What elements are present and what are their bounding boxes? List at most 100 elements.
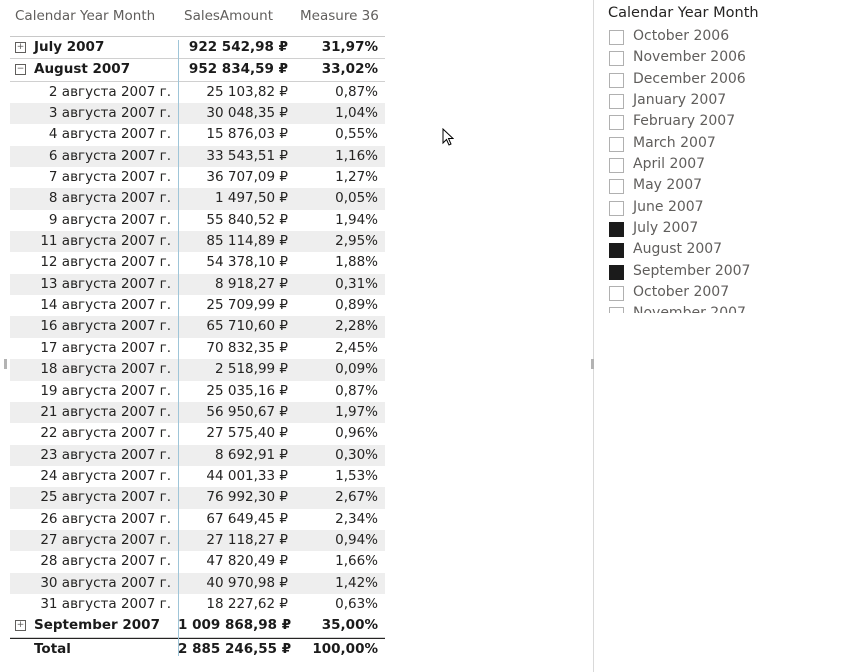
row-label: 31 августа 2007 г. bbox=[40, 595, 171, 612]
row-label: 11 августа 2007 г. bbox=[40, 233, 171, 250]
checkbox-icon[interactable] bbox=[609, 200, 624, 216]
table-row[interactable]: 4 августа 2007 г. 15 876,03 ₽ 0,55% bbox=[10, 124, 385, 145]
table-row[interactable]: 28 августа 2007 г. 47 820,49 ₽ 1,66% bbox=[10, 551, 385, 572]
slicer-item[interactable]: August 2007 bbox=[608, 240, 808, 261]
table-row[interactable]: 9 августа 2007 г. 55 840,52 ₽ 1,94% bbox=[10, 210, 385, 231]
table-row[interactable]: 31 августа 2007 г. 18 227,62 ₽ 0,63% bbox=[10, 594, 385, 615]
matrix-body: + July 2007 922 542,98 ₽ 31,97% − August 2007… bbox=[10, 37, 385, 660]
table-row[interactable]: 8 августа 2007 г. 1 497,50 ₽ 0,05% bbox=[10, 188, 385, 210]
row-label: 12 августа 2007 г. bbox=[40, 254, 171, 271]
table-row[interactable]: 22 августа 2007 г. 27 575,40 ₽ 0,96% bbox=[10, 423, 385, 444]
slicer-item[interactable]: November 2007 bbox=[608, 304, 808, 313]
checkbox-checked-icon[interactable] bbox=[609, 222, 624, 238]
measure-36-cell: 1,16% bbox=[335, 147, 378, 164]
table-row[interactable]: 24 августа 2007 г. 44 001,33 ₽ 1,53% bbox=[10, 466, 385, 487]
group-row[interactable]: − August 2007 952 834,59 ₽ 33,02% bbox=[10, 59, 385, 82]
slicer-item-label: January 2007 bbox=[633, 92, 727, 109]
slicer-item[interactable]: September 2007 bbox=[608, 262, 808, 283]
table-row[interactable]: 16 августа 2007 г. 65 710,60 ₽ 2,28% bbox=[10, 316, 385, 338]
table-row[interactable]: 23 августа 2007 г. 8 692,91 ₽ 0,30% bbox=[10, 444, 385, 466]
checkbox-icon[interactable] bbox=[609, 286, 624, 302]
slicer-item[interactable]: October 2006 bbox=[608, 27, 808, 48]
expand-icon[interactable]: + bbox=[15, 42, 26, 53]
group-row[interactable]: + September 2007 1 009 868,98 ₽ 35,00% bbox=[10, 615, 385, 638]
measure-36-cell: 1,88% bbox=[335, 254, 378, 271]
measure-36-cell: 0,89% bbox=[335, 297, 378, 314]
checkbox-icon[interactable] bbox=[609, 30, 624, 45]
slicer-item[interactable]: October 2007 bbox=[608, 283, 808, 304]
checkbox-icon[interactable] bbox=[609, 179, 624, 195]
table-row[interactable]: 7 августа 2007 г. 36 707,09 ₽ 1,27% bbox=[10, 167, 385, 188]
table-row[interactable]: 12 августа 2007 г. 54 378,10 ₽ 1,88% bbox=[10, 252, 385, 273]
table-row[interactable]: 25 августа 2007 г. 76 992,30 ₽ 2,67% bbox=[10, 487, 385, 509]
row-label: 8 августа 2007 г. bbox=[48, 190, 171, 207]
slicer-item[interactable]: February 2007 bbox=[608, 112, 808, 133]
measure-36-cell: 0,09% bbox=[335, 361, 378, 378]
row-label: 18 августа 2007 г. bbox=[40, 361, 171, 378]
slicer-item-label: April 2007 bbox=[633, 156, 706, 173]
slicer-item[interactable]: July 2007 bbox=[608, 219, 808, 240]
table-row[interactable]: 3 августа 2007 г. 30 048,35 ₽ 1,04% bbox=[10, 103, 385, 125]
resize-handle-left[interactable] bbox=[4, 359, 7, 369]
table-row[interactable]: 30 августа 2007 г. 40 970,98 ₽ 1,42% bbox=[10, 572, 385, 594]
checkbox-icon[interactable] bbox=[609, 72, 624, 88]
table-row[interactable]: 21 августа 2007 г. 56 950,67 ₽ 1,97% bbox=[10, 401, 385, 424]
checkbox-checked-icon[interactable] bbox=[609, 264, 624, 280]
slicer-item[interactable]: March 2007 bbox=[608, 134, 808, 155]
sales-amount-cell: 54 378,10 ₽ bbox=[206, 254, 288, 271]
slicer-item[interactable]: November 2006 bbox=[608, 48, 808, 69]
slicer-item[interactable]: April 2007 bbox=[608, 155, 808, 176]
measure-36-cell: 1,94% bbox=[335, 211, 378, 228]
checkbox-icon[interactable] bbox=[609, 94, 624, 110]
row-label: 17 августа 2007 г. bbox=[40, 339, 171, 356]
sales-amount-cell: 1 497,50 ₽ bbox=[215, 190, 288, 207]
table-row[interactable]: 19 августа 2007 г. 25 035,16 ₽ 0,87% bbox=[10, 381, 385, 402]
header-calendar-year-month[interactable]: Calendar Year Month bbox=[15, 8, 156, 24]
table-row[interactable]: 14 августа 2007 г. 25 709,99 ₽ 0,89% bbox=[10, 295, 385, 316]
sales-amount-cell: 18 227,62 ₽ bbox=[206, 595, 288, 612]
measure-36-cell: 2,95% bbox=[335, 233, 378, 250]
measure-36-cell: 33,02% bbox=[321, 61, 378, 78]
table-row[interactable]: 27 августа 2007 г. 27 118,27 ₽ 0,94% bbox=[10, 529, 385, 552]
calendar-year-month-slicer: Calendar Year Month October 2006 November… bbox=[600, 0, 868, 320]
group-row[interactable]: + July 2007 922 542,98 ₽ 31,97% bbox=[10, 37, 385, 60]
sales-amount-cell: 30 048,35 ₽ bbox=[206, 105, 288, 122]
slicer-item[interactable]: June 2007 bbox=[608, 198, 808, 219]
checkbox-icon[interactable] bbox=[609, 158, 624, 174]
header-sales-amount[interactable]: SalesAmount bbox=[184, 8, 273, 24]
slicer-item[interactable]: May 2007 bbox=[608, 176, 808, 197]
sales-amount-cell: 952 834,59 ₽ bbox=[188, 61, 288, 78]
row-label: 19 августа 2007 г. bbox=[40, 382, 171, 399]
sales-amount-cell: 65 710,60 ₽ bbox=[206, 318, 288, 335]
expand-icon[interactable]: + bbox=[15, 620, 26, 632]
table-row[interactable]: 26 августа 2007 г. 67 649,45 ₽ 2,34% bbox=[10, 509, 385, 530]
resize-handle-right[interactable] bbox=[591, 359, 594, 369]
measure-36-cell: 100,00% bbox=[312, 640, 378, 657]
measure-36-cell: 0,30% bbox=[335, 446, 378, 463]
measure-36-cell: 0,87% bbox=[335, 382, 378, 399]
sales-amount-cell: 8 692,91 ₽ bbox=[215, 446, 288, 463]
checkbox-icon[interactable] bbox=[609, 115, 624, 131]
table-row[interactable]: 13 августа 2007 г. 8 918,27 ₽ 0,31% bbox=[10, 273, 385, 296]
slicer-item[interactable]: January 2007 bbox=[608, 91, 808, 112]
checkbox-checked-icon[interactable] bbox=[609, 243, 624, 259]
measure-36-cell: 2,45% bbox=[335, 339, 378, 356]
table-row[interactable]: 11 августа 2007 г. 85 114,89 ₽ 2,95% bbox=[10, 231, 385, 253]
slicer-item[interactable]: December 2006 bbox=[608, 70, 808, 91]
slicer-list[interactable]: October 2006 November 2006 December 2006 Ja… bbox=[608, 27, 808, 313]
measure-36-cell: 1,04% bbox=[335, 105, 378, 122]
checkbox-icon[interactable] bbox=[609, 307, 624, 313]
table-row[interactable]: 17 августа 2007 г. 70 832,35 ₽ 2,45% bbox=[10, 338, 385, 359]
checkbox-icon[interactable] bbox=[609, 51, 624, 67]
header-measure-36[interactable]: Measure 36 bbox=[300, 8, 379, 24]
table-row[interactable]: 2 августа 2007 г. 25 103,82 ₽ 0,87% bbox=[10, 82, 385, 103]
collapse-icon[interactable]: − bbox=[15, 64, 26, 76]
table-row[interactable]: 18 августа 2007 г. 2 518,99 ₽ 0,09% bbox=[10, 359, 385, 381]
slicer-item-label: November 2007 bbox=[633, 305, 746, 313]
sales-amount-cell: 8 918,27 ₽ bbox=[215, 275, 288, 292]
table-row[interactable]: 6 августа 2007 г. 33 543,51 ₽ 1,16% bbox=[10, 145, 385, 168]
measure-36-cell: 1,97% bbox=[335, 403, 378, 420]
checkbox-icon[interactable] bbox=[609, 136, 624, 152]
slicer-item-label: March 2007 bbox=[633, 134, 716, 151]
total-row[interactable]: Total 2 885 246,55 ₽ 100,00% bbox=[10, 637, 385, 660]
